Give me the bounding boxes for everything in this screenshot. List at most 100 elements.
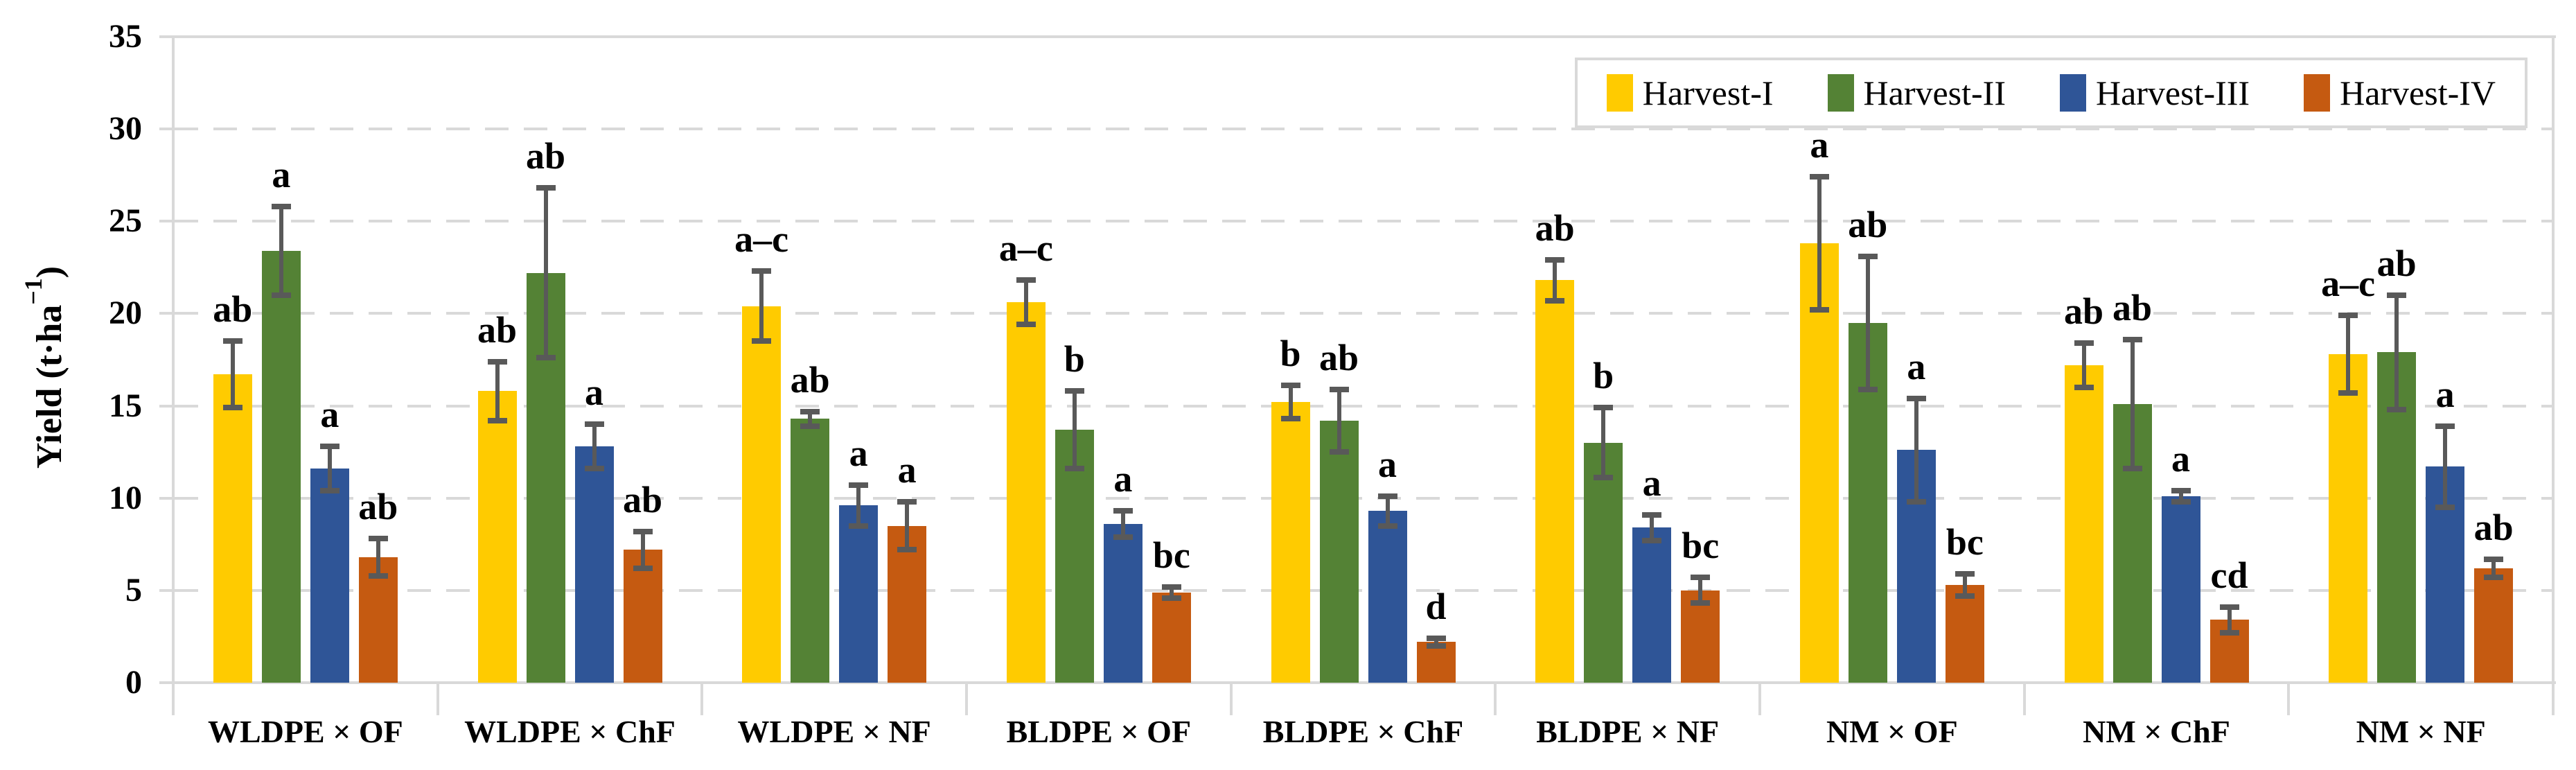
error-bar-cap-top xyxy=(1545,257,1565,263)
error-bar-cap-bottom xyxy=(752,338,772,344)
x-axis-tick xyxy=(2022,683,2026,715)
error-bar-cap-bottom xyxy=(222,405,242,411)
error-bar-cap-top xyxy=(222,338,242,344)
error-bar-cap-top xyxy=(1955,570,1975,577)
error-bar-cap-bottom xyxy=(2122,466,2142,472)
error-bar-stem xyxy=(279,206,283,295)
error-bar-cap-bottom xyxy=(2219,630,2239,636)
legend-swatch-Harvest-III xyxy=(2059,74,2086,112)
error-bar-stem xyxy=(376,539,380,576)
error-bar-cap-top xyxy=(2219,604,2239,610)
significance-letter: ab xyxy=(790,358,830,401)
category-label: WLDPE × ChF xyxy=(464,714,676,749)
category-label: WLDPE × NF xyxy=(737,714,931,749)
error-bar-cap-top xyxy=(1161,584,1181,590)
error-bar-stem xyxy=(1385,496,1390,526)
error-bar-cap-bottom xyxy=(1594,475,1614,481)
error-bar-stem xyxy=(1120,511,1125,537)
y-axis-tick xyxy=(159,496,186,500)
category-label: NM × OF xyxy=(1826,714,1958,749)
error-bar-cap-top xyxy=(2171,488,2191,494)
error-bar-cap-top xyxy=(487,358,507,365)
bar-Harvest-II xyxy=(1319,420,1359,683)
category-label: NM × NF xyxy=(2356,714,2486,749)
significance-letter: cd xyxy=(2210,554,2248,596)
error-bar-cap-bottom xyxy=(2338,390,2358,396)
y-axis-tick-label: 35 xyxy=(109,18,142,55)
error-bar-cap-bottom xyxy=(2387,406,2407,412)
error-bar-stem xyxy=(2178,491,2183,502)
significance-letter: ab xyxy=(1318,336,1359,378)
x-axis-tick xyxy=(1494,683,1497,715)
legend-label: Harvest-IV xyxy=(2340,73,2496,112)
significance-letter: bc xyxy=(1152,534,1190,576)
significance-letter: a xyxy=(849,432,868,475)
error-bar-stem xyxy=(2081,343,2086,387)
error-bar-stem xyxy=(1698,577,1703,604)
bar-Harvest-I xyxy=(1535,280,1575,683)
error-bar-cap-bottom xyxy=(800,423,820,429)
significance-letter: ab xyxy=(2376,242,2417,284)
category-label: NM × ChF xyxy=(2083,714,2230,749)
error-bar-cap-bottom xyxy=(271,292,291,298)
bar-Harvest-IV xyxy=(1945,584,1984,683)
error-bar-cap-bottom xyxy=(2484,575,2504,581)
error-bar-cap-top xyxy=(1642,511,1662,518)
error-bar-cap-top xyxy=(849,482,869,489)
error-bar-stem xyxy=(856,485,861,526)
y-axis-tick-label: 25 xyxy=(109,202,142,240)
bar-Harvest-II xyxy=(1584,442,1623,683)
error-bar-cap-bottom xyxy=(1809,307,1829,313)
error-bar-cap-top xyxy=(1016,277,1036,283)
error-bar-cap-bottom xyxy=(1906,499,1926,505)
legend-item: Harvest-I xyxy=(1606,73,1774,113)
error-bar-stem xyxy=(2346,315,2351,393)
error-bar-cap-bottom xyxy=(2171,499,2191,505)
error-bar-stem xyxy=(2394,295,2399,410)
error-bar-cap-bottom xyxy=(2435,505,2455,511)
legend-item: Harvest-IV xyxy=(2304,73,2496,113)
error-bar-cap-top xyxy=(1329,386,1349,392)
significance-letter: a xyxy=(1113,458,1133,500)
y-axis-tick xyxy=(159,404,186,408)
error-bar-stem xyxy=(640,531,645,568)
error-bar-cap-bottom xyxy=(1642,537,1662,543)
legend: Harvest-I Harvest-II Harvest-III Harvest-IV xyxy=(1574,58,2528,128)
error-bar-stem xyxy=(905,502,910,550)
error-bar-cap-top xyxy=(271,203,291,209)
bar-Harvest-III xyxy=(574,446,614,683)
error-bar-stem xyxy=(327,446,332,491)
error-bar-stem xyxy=(1169,586,1174,598)
error-bar-cap-bottom xyxy=(633,565,653,571)
error-bar-cap-bottom xyxy=(1113,534,1133,540)
error-bar-cap-bottom xyxy=(487,417,507,423)
error-bar-cap-top xyxy=(2387,292,2407,298)
significance-letter: ab xyxy=(477,308,518,351)
significance-letter: ab xyxy=(622,478,663,520)
significance-letter: a xyxy=(1907,345,1926,387)
y-gridline xyxy=(175,496,2552,500)
bar-Harvest-III xyxy=(839,505,879,683)
category-label: BLDPE × ChF xyxy=(1262,714,1464,749)
significance-letter: b xyxy=(1064,338,1085,380)
significance-letter: ab xyxy=(2112,286,2153,329)
x-axis-tick xyxy=(2287,683,2291,715)
bar-Harvest-IV xyxy=(623,550,662,683)
x-axis-line xyxy=(173,681,2556,684)
category-label: WLDPE × OF xyxy=(207,714,403,749)
significance-letter: ab xyxy=(1535,207,1575,250)
error-bar-stem xyxy=(1914,398,1918,502)
error-bar-cap-bottom xyxy=(1377,523,1397,529)
error-bar-cap-bottom xyxy=(1016,322,1036,328)
error-bar-cap-top xyxy=(1691,575,1711,581)
y-axis-tick-label: 20 xyxy=(109,295,142,332)
y-axis-tick-label: 0 xyxy=(125,664,142,701)
error-bar-cap-bottom xyxy=(1955,593,1975,599)
error-bar-cap-bottom xyxy=(1691,600,1711,606)
significance-letter: ab xyxy=(1848,203,1888,245)
legend-label: Harvest-II xyxy=(1863,73,2006,112)
legend-label: Harvest-I xyxy=(1642,73,1774,112)
bar-Harvest-I xyxy=(1799,243,1839,683)
y-axis-line xyxy=(172,35,175,684)
bar-Harvest-I xyxy=(1271,402,1310,683)
